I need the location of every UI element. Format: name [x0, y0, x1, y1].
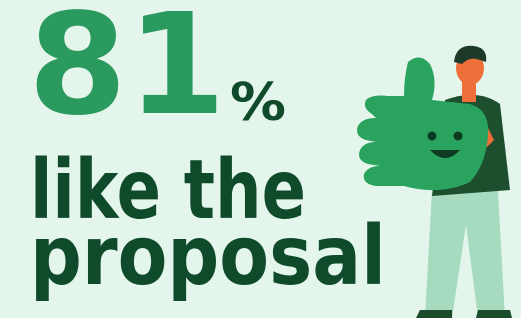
- stat-value: 81: [28, 0, 226, 147]
- page: {"stat": {"value": 81, "unit": "%"}, "ca…: [0, 0, 521, 318]
- stat-unit: %: [230, 73, 286, 133]
- eye: [454, 132, 463, 141]
- caption-line: proposal: [30, 209, 386, 304]
- infographic: 81 % like the proposal: [0, 0, 521, 318]
- eye: [428, 132, 437, 141]
